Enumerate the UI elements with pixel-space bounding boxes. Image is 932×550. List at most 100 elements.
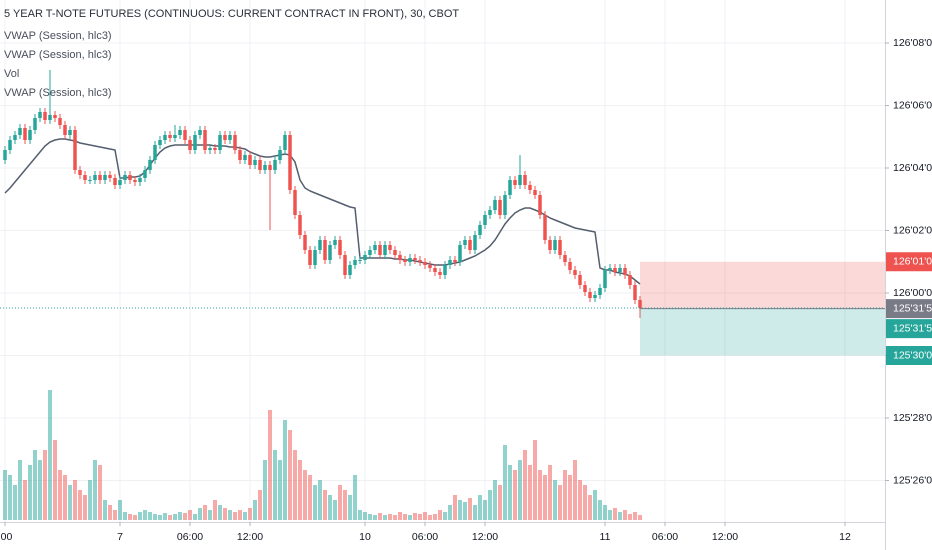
volume-bar	[118, 500, 122, 520]
candle-body	[73, 130, 77, 170]
volume-bar	[158, 515, 162, 520]
candle-body	[498, 200, 502, 215]
volume-bar	[108, 505, 112, 520]
candle-body	[383, 245, 387, 255]
x-tick-label: 12	[839, 531, 851, 543]
volume-bar	[348, 495, 352, 520]
volume-bar	[278, 460, 282, 520]
volume-bar	[388, 514, 392, 520]
volume-bar	[443, 512, 447, 520]
volume-bar	[198, 508, 202, 520]
y-tick-label: 126'04'0	[893, 162, 932, 174]
candle-body	[88, 180, 92, 181]
candle-body	[238, 150, 242, 160]
candle-body	[113, 178, 117, 185]
vwap-line	[4, 138, 641, 285]
volume-bar	[603, 505, 607, 520]
candle-body	[548, 240, 552, 250]
candle-body	[358, 260, 362, 261]
volume-bar	[258, 490, 262, 520]
x-tick-label: 7	[117, 531, 123, 543]
volume-bar	[78, 490, 82, 520]
candle-body	[318, 240, 322, 250]
volume-bar	[608, 510, 612, 520]
candle-body	[18, 128, 22, 135]
candle-body	[168, 135, 172, 138]
volume-bar	[488, 490, 492, 520]
candle-body	[348, 265, 352, 275]
volume-bar	[383, 515, 387, 520]
volume-bar	[163, 513, 167, 520]
candle-body	[153, 145, 157, 160]
candle-body	[48, 115, 52, 120]
target-zone	[640, 308, 885, 356]
volume-bar	[138, 512, 142, 520]
volume-bar	[98, 465, 102, 520]
volume-bar	[58, 470, 62, 520]
candle-body	[203, 130, 207, 150]
volume-bar	[583, 485, 587, 520]
volume-bar	[558, 485, 562, 520]
candle-body	[373, 245, 377, 250]
y-tick-label: 125'26'0	[893, 474, 932, 486]
volume-bar	[363, 512, 367, 520]
candle-body	[308, 250, 312, 265]
candle-body	[603, 270, 607, 288]
volume-bar	[233, 512, 237, 520]
volume-bar	[183, 513, 187, 520]
candle-body	[463, 240, 467, 245]
volume-bar	[513, 470, 517, 520]
candle-body	[413, 258, 417, 260]
volume-bar	[318, 480, 322, 520]
volume-bar	[453, 495, 457, 520]
candle-body	[473, 235, 477, 250]
candle-body	[83, 175, 87, 180]
volume-bar	[23, 480, 27, 520]
price-tag	[886, 299, 932, 319]
volume-bar	[573, 460, 577, 520]
volume-bar	[103, 500, 107, 520]
candle-body	[588, 292, 592, 298]
candle-body	[243, 155, 247, 160]
candle-body	[303, 235, 307, 250]
candle-body	[103, 175, 107, 180]
volume-bar	[413, 513, 417, 520]
volume-bar	[503, 445, 507, 520]
price-tag	[886, 252, 932, 272]
candle-body	[33, 118, 37, 130]
candle-body	[178, 130, 182, 135]
volume-bar	[463, 502, 467, 520]
candle-body	[483, 215, 487, 225]
candle-body	[323, 240, 327, 260]
candle-body	[258, 160, 262, 170]
volume-bar	[468, 498, 472, 520]
volume-bar	[473, 505, 477, 520]
candle-body	[428, 265, 432, 268]
candle-body	[488, 210, 492, 215]
volume-bar	[438, 510, 442, 520]
candle-body	[108, 175, 112, 178]
candle-body	[98, 175, 102, 180]
candle-body	[123, 175, 127, 180]
price-tag	[886, 346, 932, 365]
candle-body	[193, 135, 197, 150]
volume-bar	[578, 480, 582, 520]
candle-body	[538, 195, 542, 215]
volume-bar	[483, 500, 487, 520]
candle-body	[533, 190, 537, 195]
candle-body	[233, 135, 237, 150]
volume-bar	[638, 515, 642, 520]
volume-bar	[508, 465, 512, 520]
volume-bar	[593, 490, 597, 520]
candle-body	[338, 240, 342, 255]
candle-body	[293, 190, 297, 215]
candle-body	[633, 285, 637, 300]
volume-bar	[228, 510, 232, 520]
candle-body	[268, 165, 272, 170]
volume-bar	[68, 485, 72, 520]
candle-body	[438, 272, 442, 275]
x-tick-label: 12:00	[237, 531, 263, 543]
candle-body	[118, 180, 122, 185]
volume-bar	[188, 510, 192, 520]
candle-body	[433, 268, 437, 272]
